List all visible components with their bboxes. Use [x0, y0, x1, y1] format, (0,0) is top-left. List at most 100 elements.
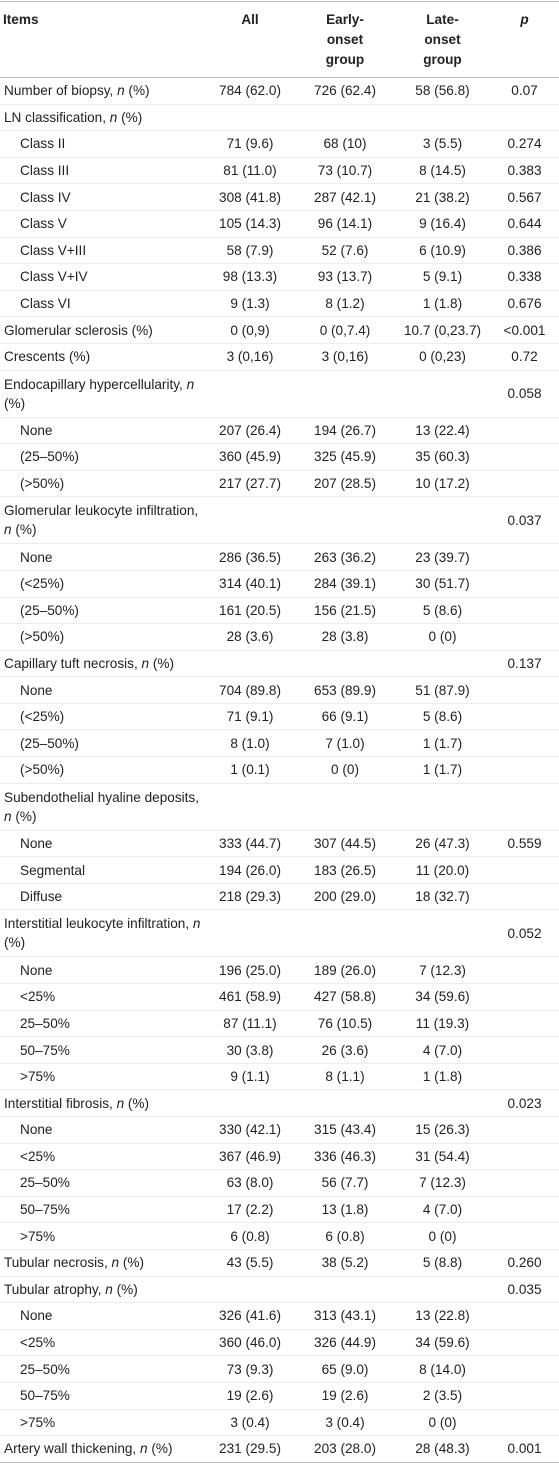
cell [295, 104, 395, 131]
cell: 1 (0.1) [230, 762, 270, 778]
cell: 13 (22.4) [415, 422, 470, 438]
cell [395, 783, 490, 830]
cell [490, 104, 559, 131]
cell: 10.7 (0,23.7) [403, 322, 482, 338]
row-label: Artery wall thickening, n (%) [4, 1441, 173, 1457]
cell: 31 (54.4) [415, 1148, 470, 1164]
table-row: (>50%) 217 (27.7) 207 (28.5) 10 (17.2) [0, 470, 559, 497]
cell: 0.383 [507, 163, 542, 179]
cell: 0 (0) [331, 762, 359, 778]
cell: 325 (45.9) [314, 449, 376, 465]
cell [490, 444, 559, 471]
table-row: Capillary tuft necrosis, n (%) 0.137 [0, 650, 559, 677]
table-row: None 330 (42.1) 315 (43.4) 15 (26.3) [0, 1117, 559, 1144]
table-row: None 207 (26.4) 194 (26.7) 13 (22.4) [0, 417, 559, 444]
row-label: Class VI [20, 296, 71, 312]
cell [205, 1090, 295, 1117]
cell: 0.07 [511, 83, 538, 99]
cell [205, 104, 295, 131]
cell: 58 (56.8) [415, 83, 470, 99]
cell: 308 (41.8) [219, 189, 281, 205]
table-row: Segmental 194 (26.0) 183 (26.5) 11 (20.0) [0, 857, 559, 884]
cell: 207 (28.5) [314, 476, 376, 492]
row-label: 50–75% [20, 1202, 70, 1218]
cell [395, 497, 490, 544]
table-row: >75% 9 (1.1) 8 (1.1) 1 (1.8) [0, 1063, 559, 1090]
table-row: Tubular necrosis, n (%) 43 (5.5) 38 (5.2) 5… [0, 1249, 559, 1277]
row-label: (>50%) [20, 629, 65, 645]
cell: 286 (36.5) [219, 549, 281, 565]
cell [395, 104, 490, 131]
cell: 314 (40.1) [219, 576, 281, 592]
cell: <0.001 [503, 322, 546, 338]
table-row: 25–50% 73 (9.3) 65 (9.0) 8 (14.0) [0, 1356, 559, 1383]
table-row: None 196 (25.0) 189 (26.0) 7 (12.3) [0, 957, 559, 984]
cell: 194 (26.7) [314, 422, 376, 438]
cell: 461 (58.9) [219, 989, 281, 1005]
table-row: (<25%) 314 (40.1) 284 (39.1) 30 (51.7) [0, 570, 559, 597]
row-label: Glomerular leukocyte infiltration, n (%) [4, 503, 199, 538]
cell: 0.567 [507, 189, 542, 205]
header-cell: All [241, 12, 259, 27]
cell [490, 757, 559, 784]
cell: 28 (48.3) [415, 1441, 470, 1457]
row-label: 25–50% [20, 1015, 70, 1031]
cell [490, 883, 559, 910]
cell: 263 (36.2) [314, 549, 376, 565]
table-row: LN classification, n (%) [0, 104, 559, 131]
cell: 19 (2.6) [226, 1388, 274, 1404]
cell: 81 (11.0) [223, 163, 277, 179]
row-label: Crescents (%) [4, 349, 91, 365]
cell: 427 (58.8) [314, 989, 376, 1005]
cell: 4 (7.0) [422, 1042, 463, 1058]
cell: 0.559 [507, 835, 542, 851]
header-cell: p [520, 12, 529, 27]
cell: 3 (0,16) [321, 349, 369, 365]
row-label: >75% [20, 1228, 56, 1244]
cell: 56 (7.7) [321, 1175, 369, 1191]
table-row: None 286 (36.5) 263 (36.2) 23 (39.7) [0, 544, 559, 571]
cell [490, 783, 559, 830]
cell: 23 (39.7) [415, 549, 470, 565]
row-label: Interstitial leukocyte infiltration, n (… [4, 916, 201, 951]
row-label: Capillary tuft necrosis, n (%) [4, 655, 174, 671]
table-row: <25% 461 (58.9) 427 (58.8) 34 (59.6) [0, 984, 559, 1011]
table-body: Number of biopsy, n (%) 784 (62.0) 726 (62… [0, 78, 559, 1463]
cell: 6 (0.8) [230, 1228, 270, 1244]
cell: 207 (26.4) [219, 422, 281, 438]
cell [205, 370, 295, 417]
cell: 704 (89.8) [219, 682, 281, 698]
cell: 15 (26.3) [415, 1122, 470, 1138]
cell: 200 (29.0) [314, 889, 376, 905]
row-label: Diffuse [20, 889, 63, 905]
cell: 13 (1.8) [321, 1202, 369, 1218]
cell: 330 (42.1) [219, 1122, 281, 1138]
cell: 1 (1.7) [422, 762, 463, 778]
cell [490, 470, 559, 497]
cell: 315 (43.4) [314, 1122, 376, 1138]
cell: 30 (3.8) [226, 1042, 274, 1058]
cell [490, 1356, 559, 1383]
cell: 284 (39.1) [314, 576, 376, 592]
cell: 5 (8.8) [422, 1255, 463, 1271]
cell: 87 (11.1) [223, 1015, 277, 1031]
cell [395, 650, 490, 677]
row-label: None [20, 962, 53, 978]
cell: 73 (10.7) [317, 163, 373, 179]
cell [490, 730, 559, 757]
cell: 313 (43.1) [314, 1308, 376, 1324]
row-label: None [20, 1308, 53, 1324]
cell: 5 (9.1) [422, 269, 463, 285]
cell: 3 (0.4) [230, 1414, 270, 1430]
cell [490, 957, 559, 984]
cell: 360 (45.9) [219, 449, 281, 465]
row-label: Endocapillary hypercellularity, n (%) [4, 376, 195, 411]
cell: 0.72 [511, 349, 538, 365]
table-row: >75% 6 (0.8) 6 (0.8) 0 (0) [0, 1223, 559, 1250]
row-label: Tubular atrophy, n (%) [4, 1281, 138, 1297]
cell [395, 370, 490, 417]
cell [490, 1170, 559, 1197]
cell: 0 (0) [428, 629, 457, 645]
cell [490, 544, 559, 571]
cell: 30 (51.7) [415, 576, 470, 592]
